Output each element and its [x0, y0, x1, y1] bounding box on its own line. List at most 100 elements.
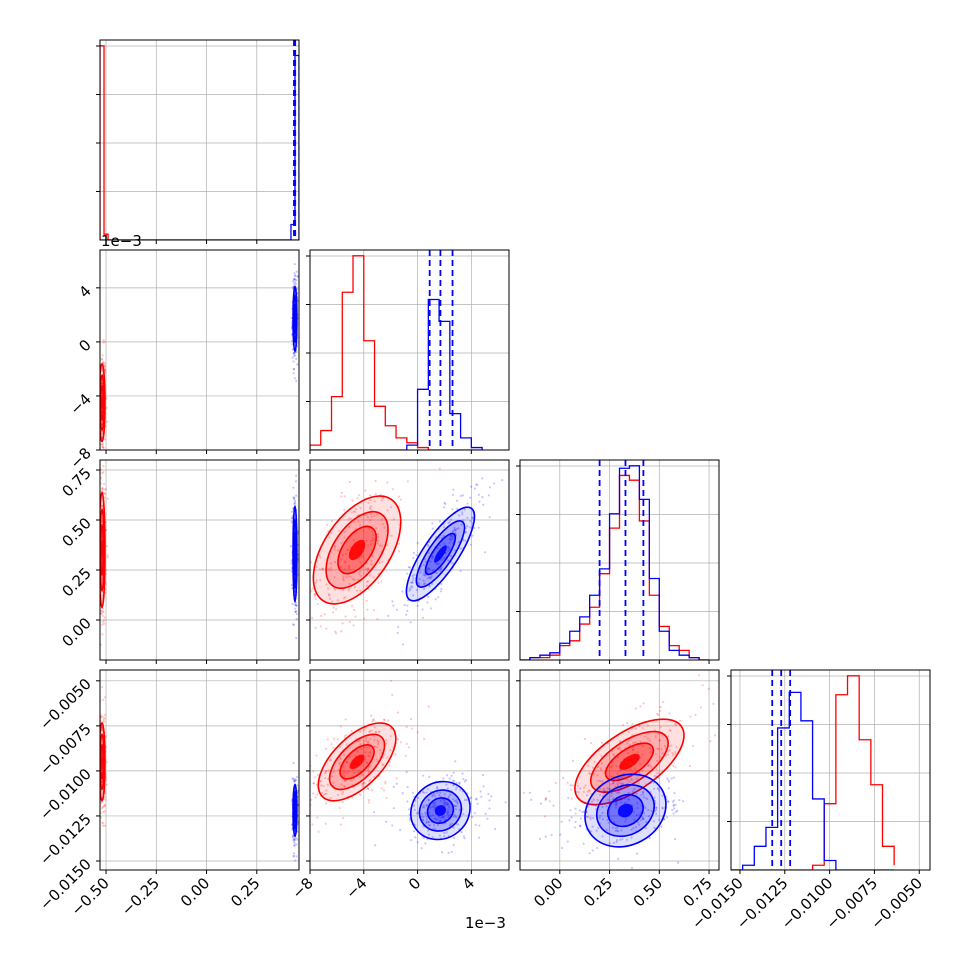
scatter-point [100, 468, 103, 471]
scatter-point [96, 423, 98, 425]
scatter-point [447, 851, 450, 854]
scatter-point [371, 554, 374, 558]
scatter-point [102, 338, 105, 342]
scatter-point [349, 546, 352, 549]
scatter-point [367, 501, 370, 505]
scatter-point [96, 582, 98, 584]
scatter-point [96, 505, 98, 507]
scatter-point [396, 738, 399, 741]
scatter-point [317, 830, 320, 833]
scatter-point [368, 752, 371, 755]
scatter-point [103, 616, 106, 619]
scatter-point [342, 765, 345, 768]
scatter-point [101, 806, 105, 809]
scatter-point [667, 800, 670, 803]
scatter-point [641, 817, 644, 820]
scatter-point [545, 797, 548, 800]
scatter-point [443, 835, 446, 838]
scatter-point [295, 612, 298, 616]
scatter-point [634, 741, 637, 744]
scatter-point [666, 816, 669, 819]
scatter-point [411, 791, 415, 794]
scatter-point [597, 826, 600, 830]
scatter-point [466, 502, 469, 505]
scatter-point [380, 580, 383, 583]
scatter-point [584, 801, 587, 804]
scatter-point [369, 499, 372, 502]
scatter-point [325, 802, 328, 805]
scatter-point [329, 797, 332, 800]
scatter-point [353, 520, 356, 523]
scatter-point [656, 747, 659, 750]
scatter-point [292, 351, 295, 355]
scatter-point [373, 500, 376, 503]
scatter-point [417, 796, 420, 799]
scatter-point [590, 800, 594, 803]
scatter-point [363, 739, 366, 742]
scatter-point [475, 797, 478, 800]
scatter-point [681, 800, 685, 803]
scatter-point [626, 742, 629, 745]
scatter-point [619, 769, 622, 772]
scatter-point [676, 809, 679, 812]
scatter-point [411, 581, 414, 584]
scatter-point [370, 543, 373, 546]
scatter-point [655, 772, 658, 775]
scatter-point [448, 541, 451, 544]
scatter-point [655, 808, 658, 811]
scatter-point [612, 841, 616, 844]
scatter-point [424, 574, 427, 577]
scatter-point [292, 852, 296, 855]
panel-frame [99, 669, 300, 871]
scatter-point [292, 777, 295, 780]
scatter-point [416, 841, 419, 844]
scatter-point [377, 740, 380, 744]
scatter-point [612, 753, 615, 756]
scatter-point [295, 350, 298, 354]
scatter-point [445, 801, 449, 804]
scatter-point [612, 797, 615, 800]
x-tick-label: 0.25 [227, 874, 263, 910]
scatter-point [592, 773, 595, 776]
scatter-point [97, 486, 99, 488]
scatter-point [292, 372, 295, 375]
scatter-point [616, 826, 619, 829]
scatter-point [631, 733, 634, 736]
scatter-point [610, 792, 614, 795]
scatter-point [448, 547, 451, 550]
scatter-point [352, 538, 356, 542]
scatter-point [372, 609, 376, 612]
scatter-panel-3-2 [522, 674, 717, 870]
scatter-point [630, 778, 633, 781]
scatter-point [435, 571, 438, 575]
scatter-point [625, 722, 629, 725]
scatter-point [452, 815, 455, 818]
scatter-point [104, 488, 108, 491]
scatter-point [97, 491, 99, 493]
scatter-point [292, 761, 295, 765]
scatter-point [409, 718, 413, 721]
scatter-point [383, 526, 386, 529]
scatter-point [96, 525, 98, 527]
scatter-point [642, 796, 645, 799]
scatter-point [383, 753, 386, 756]
density-contour-3 [294, 805, 296, 816]
scatter-point [616, 829, 619, 832]
scatter-point [644, 796, 647, 799]
scatter-point [295, 636, 298, 640]
scatter-point [591, 817, 595, 820]
scatter-point [312, 782, 315, 785]
scatter-point [448, 520, 451, 523]
scatter-point [329, 562, 332, 565]
scatter-point [617, 789, 620, 792]
scatter-point [473, 812, 476, 815]
scatter-point [342, 597, 346, 600]
scatter-point [653, 774, 656, 778]
scatter-point [433, 792, 436, 795]
scatter-point [342, 579, 345, 582]
scatter-point [422, 774, 425, 777]
scatter-point [293, 844, 296, 847]
scatter-point [100, 728, 103, 732]
scatter-point [372, 719, 375, 722]
x-tick-label: 0.00 [177, 874, 213, 910]
